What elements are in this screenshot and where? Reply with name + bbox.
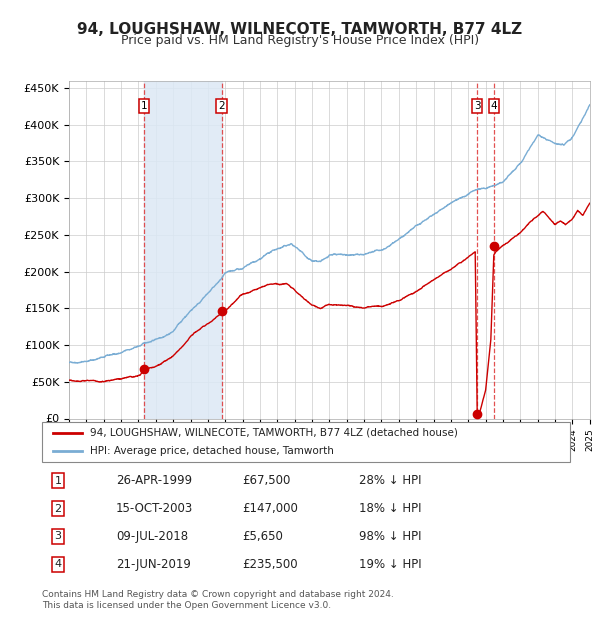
Text: 1: 1 bbox=[55, 476, 61, 485]
Text: £5,650: £5,650 bbox=[242, 530, 284, 543]
Text: 26-APR-1999: 26-APR-1999 bbox=[116, 474, 192, 487]
Text: 18% ↓ HPI: 18% ↓ HPI bbox=[359, 502, 421, 515]
Text: 09-JUL-2018: 09-JUL-2018 bbox=[116, 530, 188, 543]
Text: 15-OCT-2003: 15-OCT-2003 bbox=[116, 502, 193, 515]
Text: 98% ↓ HPI: 98% ↓ HPI bbox=[359, 530, 421, 543]
FancyBboxPatch shape bbox=[42, 422, 570, 462]
Text: 4: 4 bbox=[490, 101, 497, 112]
Text: Contains HM Land Registry data © Crown copyright and database right 2024.
This d: Contains HM Land Registry data © Crown c… bbox=[42, 590, 394, 609]
Text: 4: 4 bbox=[54, 559, 61, 569]
Text: Price paid vs. HM Land Registry's House Price Index (HPI): Price paid vs. HM Land Registry's House … bbox=[121, 34, 479, 47]
Text: 3: 3 bbox=[55, 531, 61, 541]
Text: £147,000: £147,000 bbox=[242, 502, 299, 515]
Text: 28% ↓ HPI: 28% ↓ HPI bbox=[359, 474, 421, 487]
Text: £235,500: £235,500 bbox=[242, 557, 298, 570]
Text: £67,500: £67,500 bbox=[242, 474, 291, 487]
Text: 2: 2 bbox=[218, 101, 225, 112]
Text: HPI: Average price, detached house, Tamworth: HPI: Average price, detached house, Tamw… bbox=[89, 446, 334, 456]
Text: 94, LOUGHSHAW, WILNECOTE, TAMWORTH, B77 4LZ: 94, LOUGHSHAW, WILNECOTE, TAMWORTH, B77 … bbox=[77, 22, 523, 37]
Text: 2: 2 bbox=[54, 503, 61, 513]
Text: 19% ↓ HPI: 19% ↓ HPI bbox=[359, 557, 421, 570]
Text: 94, LOUGHSHAW, WILNECOTE, TAMWORTH, B77 4LZ (detached house): 94, LOUGHSHAW, WILNECOTE, TAMWORTH, B77 … bbox=[89, 428, 457, 438]
Bar bbox=[144, 81, 221, 419]
Text: 3: 3 bbox=[474, 101, 481, 112]
Text: 1: 1 bbox=[140, 101, 148, 112]
Text: 21-JUN-2019: 21-JUN-2019 bbox=[116, 557, 191, 570]
